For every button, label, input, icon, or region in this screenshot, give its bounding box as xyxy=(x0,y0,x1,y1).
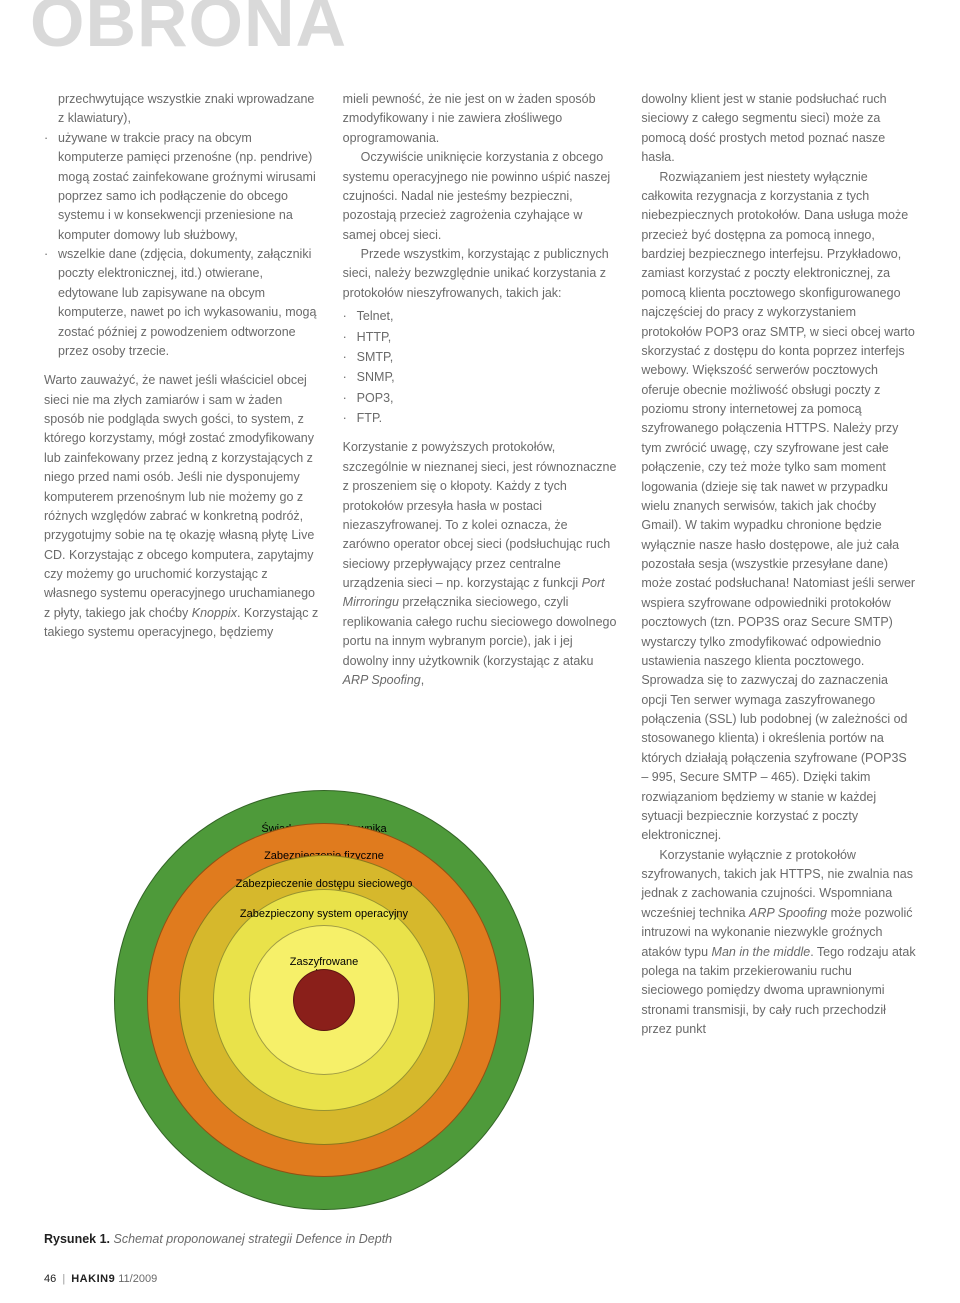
list-item: · wszelkie dane (zdjęcia, dokumenty, zał… xyxy=(44,245,319,361)
bullet-dot xyxy=(44,90,58,129)
list-item: ·SNMP, xyxy=(343,368,618,387)
page-number: 46 xyxy=(44,1273,56,1285)
ring-label: Zabezpieczony system operacyjny xyxy=(214,908,434,920)
bullet-text: POP3, xyxy=(357,389,618,408)
magazine-name: HAKIN9 xyxy=(71,1273,115,1285)
bullet-dot: · xyxy=(343,368,357,387)
bullet-text: przechwytujące wszystkie znaki wprowadza… xyxy=(58,90,319,129)
section-header: OBRONA xyxy=(30,0,347,62)
figure-text: Schemat proponowanej strategii Defence i… xyxy=(110,1232,392,1246)
text: Korzystanie z powyższych protokołów, szc… xyxy=(343,440,617,590)
bullet-text: SMTP, xyxy=(357,348,618,367)
list-item: ·HTTP, xyxy=(343,328,618,347)
protocol-list: ·Telnet,·HTTP,·SMTP,·SNMP,·POP3,·FTP. xyxy=(343,307,618,428)
paragraph: dowolny klient jest w stanie podsłuchać … xyxy=(641,90,916,168)
italic-text: Knoppix xyxy=(192,606,237,620)
italic-text: Man in the middle xyxy=(712,945,811,959)
text: Warto zauważyć, że nawet jeśli właścicie… xyxy=(44,373,315,620)
bullet-text: FTP. xyxy=(357,409,618,428)
bullet-dot: · xyxy=(44,245,58,361)
paragraph: Warto zauważyć, że nawet jeśli właścicie… xyxy=(44,371,319,642)
bullet-text: HTTP, xyxy=(357,328,618,347)
defence-in-depth-diagram: Świadomość użytkownikaZabezpieczenie fiz… xyxy=(44,790,604,1230)
separator: | xyxy=(62,1273,65,1285)
ring-container: Świadomość użytkownikaZabezpieczenie fiz… xyxy=(109,790,539,1220)
bullet-dot: · xyxy=(343,389,357,408)
italic-text: ARP Spoofing xyxy=(749,906,827,920)
ring-5 xyxy=(293,969,355,1031)
bullet-dot: · xyxy=(343,328,357,347)
bullet-dot: · xyxy=(343,409,357,428)
list-item: · używane w trakcie pracy na obcym kompu… xyxy=(44,129,319,245)
issue-number: 11/2009 xyxy=(118,1273,157,1285)
page-footer: 46 | HAKIN9 11/2009 xyxy=(44,1273,157,1285)
column-3: dowolny klient jest w stanie podsłuchać … xyxy=(641,90,916,1039)
paragraph: Korzystanie wyłącznie z protokołów szyfr… xyxy=(641,846,916,1040)
bullet-dot: · xyxy=(343,307,357,326)
figure-label: Rysunek 1. xyxy=(44,1232,110,1246)
paragraph: Korzystanie z powyższych protokołów, szc… xyxy=(343,438,618,690)
bullet-text: Telnet, xyxy=(357,307,618,326)
bullet-text: wszelkie dane (zdjęcia, dokumenty, załąc… xyxy=(58,245,319,361)
text: , xyxy=(421,673,424,687)
paragraph: Rozwiązaniem jest niestety wyłącznie cał… xyxy=(641,168,916,846)
bullet-text: SNMP, xyxy=(357,368,618,387)
list-item: ·POP3, xyxy=(343,389,618,408)
bullet-dot: · xyxy=(44,129,58,245)
bullet-text: używane w trakcie pracy na obcym kompute… xyxy=(58,129,319,245)
list-item: przechwytujące wszystkie znaki wprowadza… xyxy=(44,90,319,129)
paragraph: Przede wszystkim, korzystając z publiczn… xyxy=(343,245,618,303)
list-item: ·Telnet, xyxy=(343,307,618,326)
paragraph: mieli pewność, że nie jest on w żaden sp… xyxy=(343,90,618,148)
paragraph: Oczywiście uniknięcie korzystania z obce… xyxy=(343,148,618,245)
list-item: ·SMTP, xyxy=(343,348,618,367)
italic-text: ARP Spoofing xyxy=(343,673,421,687)
figure-caption: Rysunek 1. Schemat proponowanej strategi… xyxy=(44,1232,392,1246)
list-item: ·FTP. xyxy=(343,409,618,428)
bullet-dot: · xyxy=(343,348,357,367)
spacer xyxy=(44,361,319,371)
